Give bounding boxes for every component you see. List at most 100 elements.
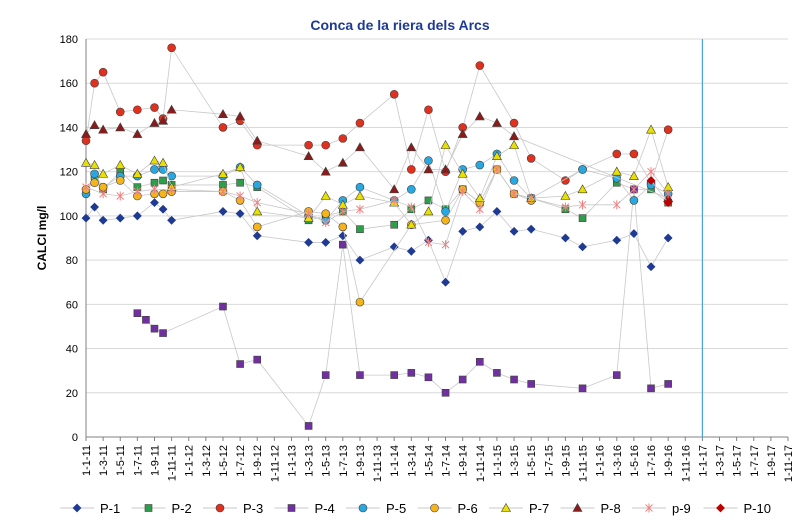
data-point [235, 209, 245, 219]
data-point [218, 123, 228, 132]
data-point [217, 109, 228, 118]
data-point [158, 165, 168, 174]
y-tick-label: 100 [60, 211, 78, 223]
data-point [356, 225, 364, 233]
x-tick-label: 1-1-14 [389, 445, 401, 477]
data-point [142, 316, 150, 324]
data-point [630, 184, 638, 194]
data-point [338, 206, 347, 216]
data-point [647, 384, 655, 393]
data-point [90, 78, 99, 88]
data-point [406, 246, 416, 256]
series-p-6 [81, 165, 536, 307]
data-point [475, 61, 485, 70]
data-point [158, 157, 169, 167]
data-point [612, 149, 622, 159]
series-line [85, 168, 532, 304]
data-point [304, 422, 313, 430]
x-tick-label: 1-9-12 [252, 445, 264, 477]
legend-label: P-5 [386, 501, 406, 516]
data-point [526, 224, 536, 234]
data-point [441, 216, 450, 225]
data-point [98, 168, 109, 178]
x-tick-label: 1-9-14 [458, 445, 470, 477]
data-point [406, 219, 417, 229]
data-point [441, 207, 450, 216]
data-point [303, 151, 314, 160]
data-point [236, 178, 244, 187]
series-p-10 [646, 176, 673, 208]
data-point [390, 220, 398, 229]
legend-label: P-1 [100, 501, 120, 516]
legend-marker [287, 504, 296, 512]
data-point [304, 209, 313, 219]
data-point [510, 189, 518, 199]
x-tick-label: 1-9-15 [560, 445, 572, 477]
data-point [116, 191, 125, 201]
data-point [167, 43, 176, 53]
y-ticks: 0 20 40 60 80 100 120 140 160 180 [60, 34, 78, 444]
chart-title: Conca de la riera dels Arcs [310, 17, 489, 33]
data-point [99, 189, 107, 199]
data-point [612, 235, 622, 245]
x-tick-label: 1-5-17 [732, 445, 744, 477]
data-point [611, 166, 622, 176]
y-axis-label: CALCI mg/l [35, 206, 49, 271]
data-point [253, 198, 262, 208]
data-point [493, 369, 501, 377]
data-point [115, 159, 126, 169]
data-point [578, 200, 587, 210]
data-point [578, 384, 587, 393]
data-point [355, 182, 365, 192]
data-point [338, 134, 348, 143]
data-point [219, 302, 227, 311]
data-point [235, 111, 246, 121]
series-p-8 [80, 104, 674, 202]
series-p-1 [81, 198, 673, 287]
data-point [646, 262, 656, 272]
x-tick-label: 1-7-15 [543, 445, 555, 477]
data-point [493, 164, 501, 174]
data-point [217, 168, 228, 178]
data-point [424, 156, 433, 165]
data-point [338, 231, 348, 241]
legend-item: P-2 [131, 501, 192, 516]
data-point [98, 124, 109, 134]
data-point [89, 120, 100, 130]
data-point [441, 388, 450, 397]
y-tick-label: 180 [60, 34, 78, 46]
x-tick-label: 1-11-16 [680, 445, 692, 482]
y-tick-label: 160 [60, 78, 78, 90]
data-point [510, 375, 518, 384]
legend-marker [358, 503, 368, 513]
x-tick-label: 1-1-12 [184, 445, 196, 477]
data-point [356, 371, 364, 379]
data-point [561, 176, 570, 185]
data-point [158, 115, 169, 125]
x-tick-label: 1-1-11 [81, 445, 93, 476]
data-point [90, 202, 99, 212]
legend-item: P-4 [274, 501, 335, 516]
data-point [252, 222, 262, 232]
data-point [320, 190, 331, 200]
data-point [132, 168, 143, 178]
data-point [354, 142, 365, 152]
data-point [578, 165, 587, 174]
data-point [407, 185, 416, 194]
x-tick-label: 1-7-13 [338, 445, 350, 477]
x-tick-label: 1-9-17 [766, 445, 778, 477]
data-point [527, 193, 536, 203]
x-tick-label: 1-3-16 [612, 445, 624, 477]
data-point [98, 67, 108, 77]
data-point [527, 380, 535, 388]
x-tick-label: 1-7-16 [646, 445, 658, 477]
legend-label: p-9 [672, 501, 691, 516]
x-tick-label: 1-3-12 [201, 445, 213, 477]
data-point [81, 136, 91, 146]
data-point [236, 191, 244, 201]
data-point [219, 187, 227, 197]
data-point [663, 198, 673, 208]
data-point [389, 184, 400, 194]
x-tick-label: 1-11-17 [783, 445, 795, 482]
x-tick-label: 1-1-16 [595, 445, 607, 477]
